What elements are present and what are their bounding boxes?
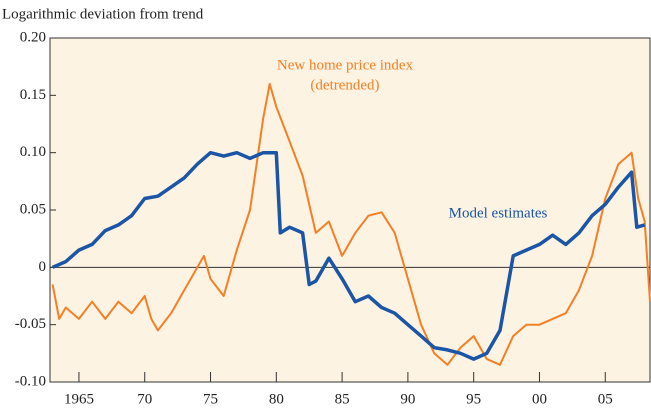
y-tick-label: -0.05 — [15, 316, 46, 332]
series-line — [51, 150, 646, 361]
x-tick-label: 70 — [137, 391, 152, 407]
x-tick-label: 85 — [335, 391, 350, 407]
annotation: New home price index — [277, 57, 414, 73]
annotation: Model estimates — [449, 205, 548, 221]
x-tick-label: 1965 — [64, 391, 94, 407]
x-tick-label: 90 — [400, 391, 415, 407]
x-tick-label: 80 — [269, 391, 284, 407]
y-tick-label: 0.15 — [20, 87, 46, 103]
x-tick-label: 00 — [532, 391, 547, 407]
y-tick-label: -0.10 — [15, 373, 46, 389]
y-tick-label: 0.20 — [20, 29, 46, 45]
x-tick-label: 95 — [466, 391, 481, 407]
y-tick-label: 0 — [39, 259, 47, 275]
plot-area — [49, 37, 651, 383]
x-tick-label: 75 — [203, 391, 218, 407]
x-tick-label: 05 — [598, 391, 613, 407]
y-tick-label: 0.05 — [20, 201, 46, 217]
series-line — [51, 82, 651, 366]
annotation: (detrended) — [310, 77, 379, 93]
y-tick-label: 0.10 — [20, 144, 46, 160]
y-axis-label: Logarithmic deviation from trend — [2, 6, 204, 22]
